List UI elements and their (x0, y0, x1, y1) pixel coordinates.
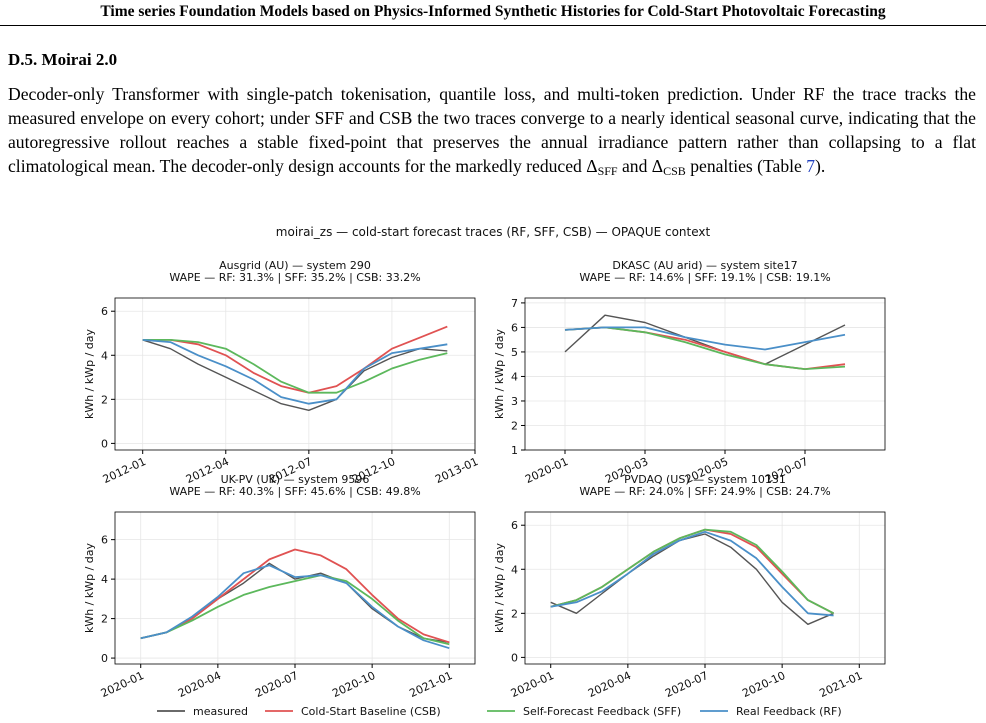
y-tick-label: 6 (511, 321, 518, 334)
math: Δ (586, 156, 598, 176)
math-subscript: CSB (663, 164, 686, 178)
x-tick-label: 2021-01 (407, 669, 454, 700)
axes-frame (524, 297, 886, 451)
x-tick-label: 2020-10 (330, 669, 377, 700)
figure-title: moirai_zs — cold-start forecast traces (… (276, 225, 711, 239)
chart-subtitle: WAPE — RF: 31.3% | SFF: 35.2% | CSB: 33.… (169, 271, 420, 284)
x-tick-label: 2020-07 (663, 669, 710, 700)
series-line (550, 530, 834, 617)
legend-label: Real Feedback (RF) (736, 705, 842, 718)
x-tick-label: 2020-10 (740, 669, 787, 700)
y-axis-label: kWh / kWp / day (493, 328, 506, 419)
x-tick-label: 2012-01 (101, 455, 148, 486)
y-tick-label: 2 (511, 607, 518, 620)
series-line (142, 325, 448, 394)
series-line (564, 314, 846, 365)
y-tick-label: 0 (101, 437, 108, 450)
figure: moirai_zs — cold-start forecast traces (… (83, 225, 886, 718)
y-axis-label: kWh / kWp / day (83, 328, 96, 419)
x-tick-label: 2020-04 (176, 669, 223, 700)
series-line (140, 574, 450, 646)
series-line (564, 326, 846, 370)
header-rule (0, 25, 986, 26)
x-tick-label: 2020-01 (523, 455, 570, 486)
legend-label: measured (193, 705, 248, 718)
text: Decoder-only Transformer with single-pat… (8, 84, 976, 176)
axes-frame (114, 511, 476, 665)
paragraph: Decoder-only Transformer with single-pat… (8, 82, 976, 183)
y-tick-label: 5 (511, 346, 518, 359)
y-tick-label: 6 (101, 534, 108, 547)
chart-subtitle: WAPE — RF: 24.0% | SFF: 24.9% | CSB: 24.… (579, 485, 830, 498)
running-header: Time series Foundation Models based on P… (100, 3, 886, 20)
series-line (140, 548, 450, 644)
series-line (142, 339, 448, 411)
y-tick-label: 6 (511, 519, 518, 532)
y-tick-label: 3 (511, 395, 518, 408)
x-tick-label: 2013-01 (433, 455, 480, 486)
y-tick-label: 4 (511, 370, 518, 383)
table-link[interactable]: 7 (806, 156, 816, 176)
series-line (550, 528, 835, 615)
axes-frame (524, 511, 886, 665)
chart-title: DKASC (AU arid) — system site17 (612, 259, 797, 272)
y-tick-label: 0 (101, 652, 108, 665)
chart-title: UK-PV (UK) — system 9596 (221, 473, 370, 486)
series-line (550, 533, 834, 625)
text: ). (815, 156, 826, 176)
x-tick-label: 2021-01 (817, 669, 864, 700)
x-tick-label: 2020-01 (509, 669, 556, 700)
y-tick-label: 2 (511, 419, 518, 432)
y-tick-label: 2 (101, 613, 108, 626)
y-tick-label: 6 (101, 305, 108, 318)
series-line (564, 326, 846, 351)
x-tick-label: 2020-04 (586, 669, 633, 700)
y-tick-label: 4 (101, 349, 108, 362)
section-heading: D.5. Moirai 2.0 (8, 50, 118, 69)
y-tick-label: 4 (101, 573, 108, 586)
chart-title: Ausgrid (AU) — system 290 (219, 259, 371, 272)
y-tick-label: 4 (511, 563, 518, 576)
legend-label: Cold-Start Baseline (CSB) (301, 705, 441, 718)
y-axis-label: kWh / kWp / day (83, 542, 96, 633)
series-line (142, 339, 448, 394)
series-line (142, 339, 448, 405)
chart-subtitle: WAPE — RF: 14.6% | SFF: 19.1% | CSB: 19.… (579, 271, 830, 284)
math: Δ (651, 156, 664, 176)
axes-frame (114, 297, 476, 451)
x-tick-label: 2020-07 (253, 669, 300, 700)
series-line (140, 564, 450, 650)
chart-title: PVDAQ (US) — system 10131 (624, 473, 786, 486)
legend-label: Self-Forecast Feedback (SFF) (523, 705, 681, 718)
text: penalties (Table (685, 156, 807, 176)
y-tick-label: 2 (101, 393, 108, 406)
x-tick-label: 2020-01 (99, 669, 146, 700)
y-tick-label: 1 (511, 444, 518, 457)
y-tick-label: 7 (511, 297, 518, 310)
chart-subtitle: WAPE — RF: 40.3% | SFF: 45.6% | CSB: 49.… (169, 485, 420, 498)
text: and (617, 156, 652, 176)
y-tick-label: 0 (511, 651, 518, 664)
y-axis-label: kWh / kWp / day (493, 542, 506, 633)
math-subscript: SFF (597, 164, 618, 178)
